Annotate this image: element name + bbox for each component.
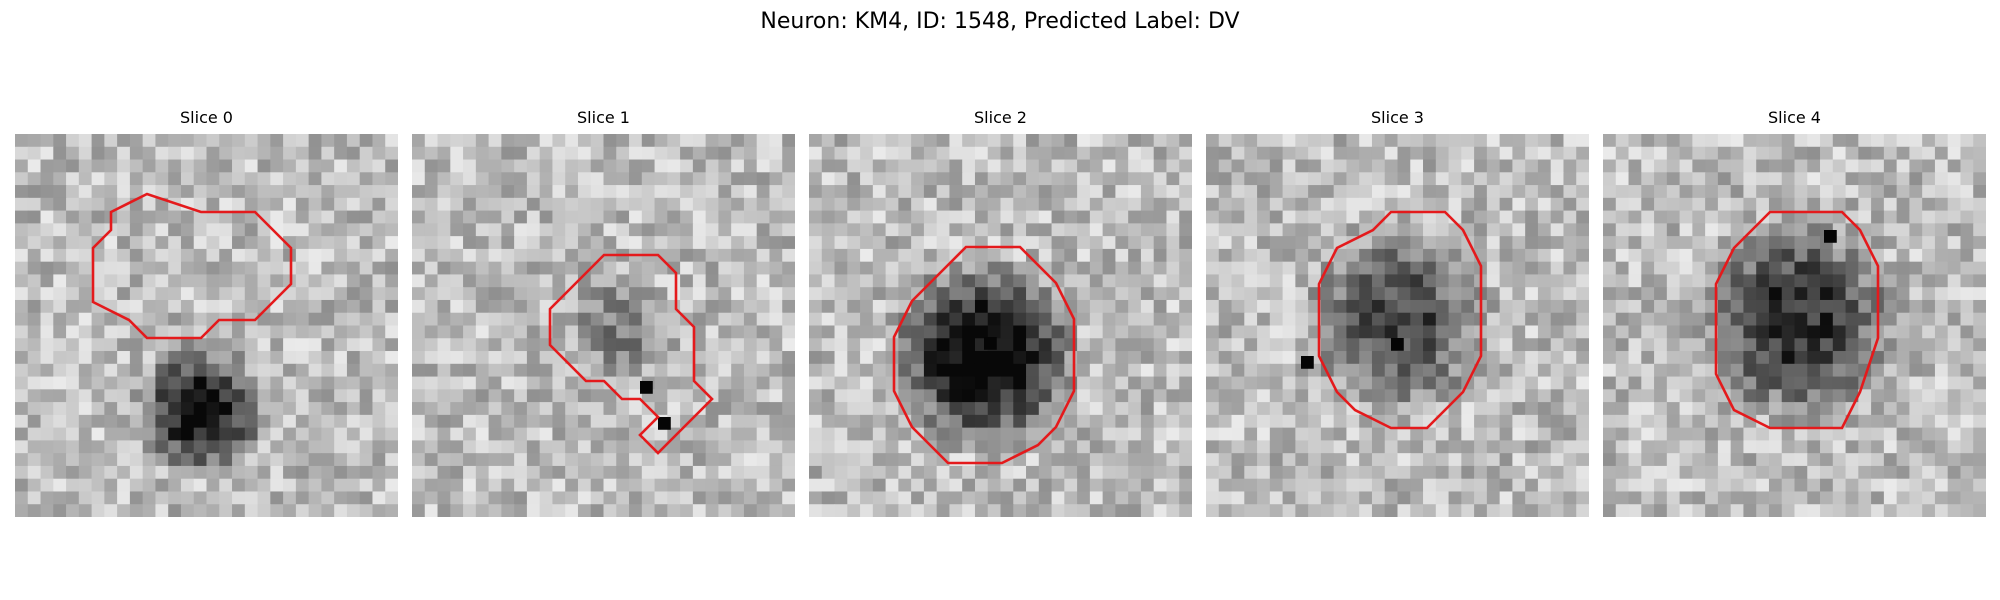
slice-image [412,134,795,517]
slice-pixels [15,134,398,517]
slice-pixels [809,134,1192,517]
dark-speck [1391,338,1404,351]
roi-contour [548,253,714,455]
slice-pixel-grid [15,134,398,517]
slice-pixel-grid [412,134,795,517]
dark-speck [984,337,997,350]
dark-speck [640,381,653,394]
slice-pixel-grid [1206,134,1589,517]
slice-image [809,134,1192,517]
slice-pixel-grid [1603,134,1986,517]
slice-panel-2: Slice 2 [809,108,1192,517]
slice-title: Slice 4 [1768,108,1821,127]
slice-title: Slice 0 [180,108,233,127]
roi-contour [1317,210,1483,430]
slice-title: Slice 3 [1371,108,1424,127]
slice-image [15,134,398,517]
roi-contour [91,192,293,340]
roi-contour [892,245,1076,465]
dark-speck [658,417,671,430]
roi-contour [1714,210,1880,430]
slice-pixels [1206,134,1589,517]
slice-pixels [412,134,795,517]
slice-title: Slice 1 [577,108,630,127]
slice-pixels [1603,134,1986,517]
slice-image [1206,134,1589,517]
slice-panel-0: Slice 0 [15,108,398,517]
figure-title: Neuron: KM4, ID: 1548, Predicted Label: … [760,9,1240,34]
slice-panel-4: Slice 4 [1603,108,1986,517]
slice-panel-1: Slice 1 [412,108,795,517]
dark-speck [1301,356,1314,369]
slice-image [1603,134,1986,517]
slice-title: Slice 2 [974,108,1027,127]
slice-panel-3: Slice 3 [1206,108,1589,517]
dark-speck [1824,230,1837,243]
slice-pixel-grid [809,134,1192,517]
